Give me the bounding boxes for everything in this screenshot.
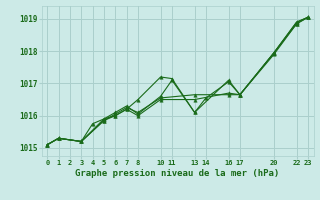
X-axis label: Graphe pression niveau de la mer (hPa): Graphe pression niveau de la mer (hPa)	[76, 169, 280, 178]
